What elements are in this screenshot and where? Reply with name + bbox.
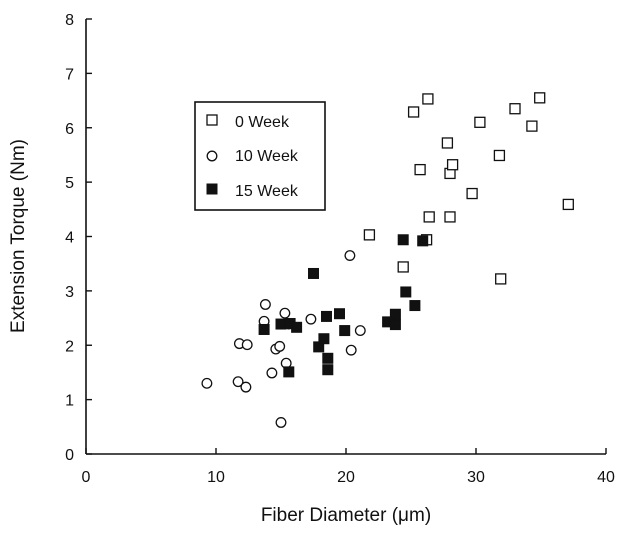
0-week-point-18 bbox=[534, 92, 546, 104]
10-week-point-10 bbox=[274, 340, 286, 352]
0-week-point-11 bbox=[446, 159, 459, 171]
10-week-point-17 bbox=[345, 344, 357, 356]
15-week-point-19 bbox=[409, 300, 421, 312]
15-week-point-15 bbox=[389, 308, 401, 320]
0-week-point-17 bbox=[526, 120, 538, 132]
data-points bbox=[201, 92, 574, 428]
y-tick-label-5: 5 bbox=[65, 175, 74, 192]
0-week-point-4 bbox=[414, 163, 426, 176]
10-week-point-15 bbox=[305, 313, 317, 325]
15-week-point-16 bbox=[389, 319, 401, 331]
legend: 0 Week 10 Week 15 Week bbox=[194, 101, 326, 211]
0-week-point-12 bbox=[466, 187, 478, 200]
10-week-point-7 bbox=[259, 299, 271, 310]
15-week-point-2 bbox=[275, 318, 287, 330]
15-week-point-10 bbox=[322, 352, 334, 364]
15-week-point-11 bbox=[322, 364, 334, 376]
10-week-point-1 bbox=[201, 377, 213, 389]
10-week-point-12 bbox=[279, 307, 291, 319]
legend-label-15-week: 15 Week bbox=[235, 183, 299, 200]
0-week-point-14 bbox=[493, 149, 506, 162]
y-tick-label-3: 3 bbox=[65, 284, 74, 301]
10-week-point-2 bbox=[232, 376, 244, 388]
y-tick-label-8: 8 bbox=[65, 12, 74, 29]
15-week-point-12 bbox=[334, 308, 345, 320]
0-week-point-9 bbox=[444, 211, 456, 223]
0-week-point-8 bbox=[441, 137, 454, 149]
10-week-point-8 bbox=[266, 367, 278, 379]
15-week-point-13 bbox=[339, 325, 351, 337]
0-week-point-3 bbox=[407, 106, 420, 118]
y-axis-title: Extension Torque (Nm) bbox=[8, 139, 29, 333]
15-week-point-1 bbox=[258, 323, 270, 335]
15-week-point-20 bbox=[417, 235, 429, 247]
x-tick-label-20: 20 bbox=[337, 469, 355, 486]
y-tick-label-1: 1 bbox=[65, 393, 74, 410]
10-week-point-11 bbox=[275, 417, 287, 428]
x-tick-label-0: 0 bbox=[82, 469, 91, 486]
y-tick-label-4: 4 bbox=[65, 230, 74, 247]
15-week-point-3 bbox=[283, 366, 295, 378]
0-week-point-2 bbox=[397, 261, 409, 273]
0-week-point-13 bbox=[474, 116, 486, 128]
legend-marker-0-week bbox=[206, 114, 218, 126]
0-week-point-15 bbox=[495, 273, 507, 285]
x-tick-label-40: 40 bbox=[597, 469, 615, 486]
15-week-point-5 bbox=[291, 321, 303, 333]
0-week-point-7 bbox=[423, 211, 435, 223]
y-tick-label-6: 6 bbox=[65, 121, 74, 138]
y-tick-label-0: 0 bbox=[65, 447, 74, 464]
0-week-point-19 bbox=[562, 198, 574, 211]
15-week-point-17 bbox=[397, 234, 409, 246]
plot-area: 0 10 20 30 40 0 1 2 3 4 5 6 7 8 bbox=[65, 12, 615, 486]
15-week-point-9 bbox=[321, 310, 332, 322]
legend-label-10-week: 10 Week bbox=[235, 148, 299, 165]
10-week-point-4 bbox=[240, 381, 252, 393]
y-tick-label-7: 7 bbox=[65, 66, 74, 83]
x-tick-label-10: 10 bbox=[207, 469, 225, 486]
x-tick-label-30: 30 bbox=[467, 469, 485, 486]
y-axis-ticks: 0 1 2 3 4 5 6 7 8 bbox=[65, 12, 92, 464]
legend-marker-10-week bbox=[206, 150, 218, 162]
x-axis-ticks: 0 10 20 30 40 bbox=[82, 448, 615, 486]
10-week-point-18 bbox=[354, 325, 366, 337]
15-week-point-8 bbox=[318, 333, 330, 345]
10-week-point-5 bbox=[241, 339, 253, 351]
legend-label-0-week: 0 Week bbox=[235, 114, 290, 131]
legend-marker-15-week bbox=[206, 183, 218, 195]
y-tick-label-2: 2 bbox=[65, 338, 74, 355]
15-week-point-18 bbox=[400, 286, 412, 298]
0-week-point-16 bbox=[509, 103, 521, 115]
10-week-point-16 bbox=[344, 250, 356, 261]
x-axis-title: Fiber Diameter (μm) bbox=[261, 505, 431, 526]
0-week-point-1 bbox=[363, 229, 376, 241]
15-week-point-6 bbox=[308, 267, 319, 279]
0-week-point-6 bbox=[422, 93, 434, 105]
